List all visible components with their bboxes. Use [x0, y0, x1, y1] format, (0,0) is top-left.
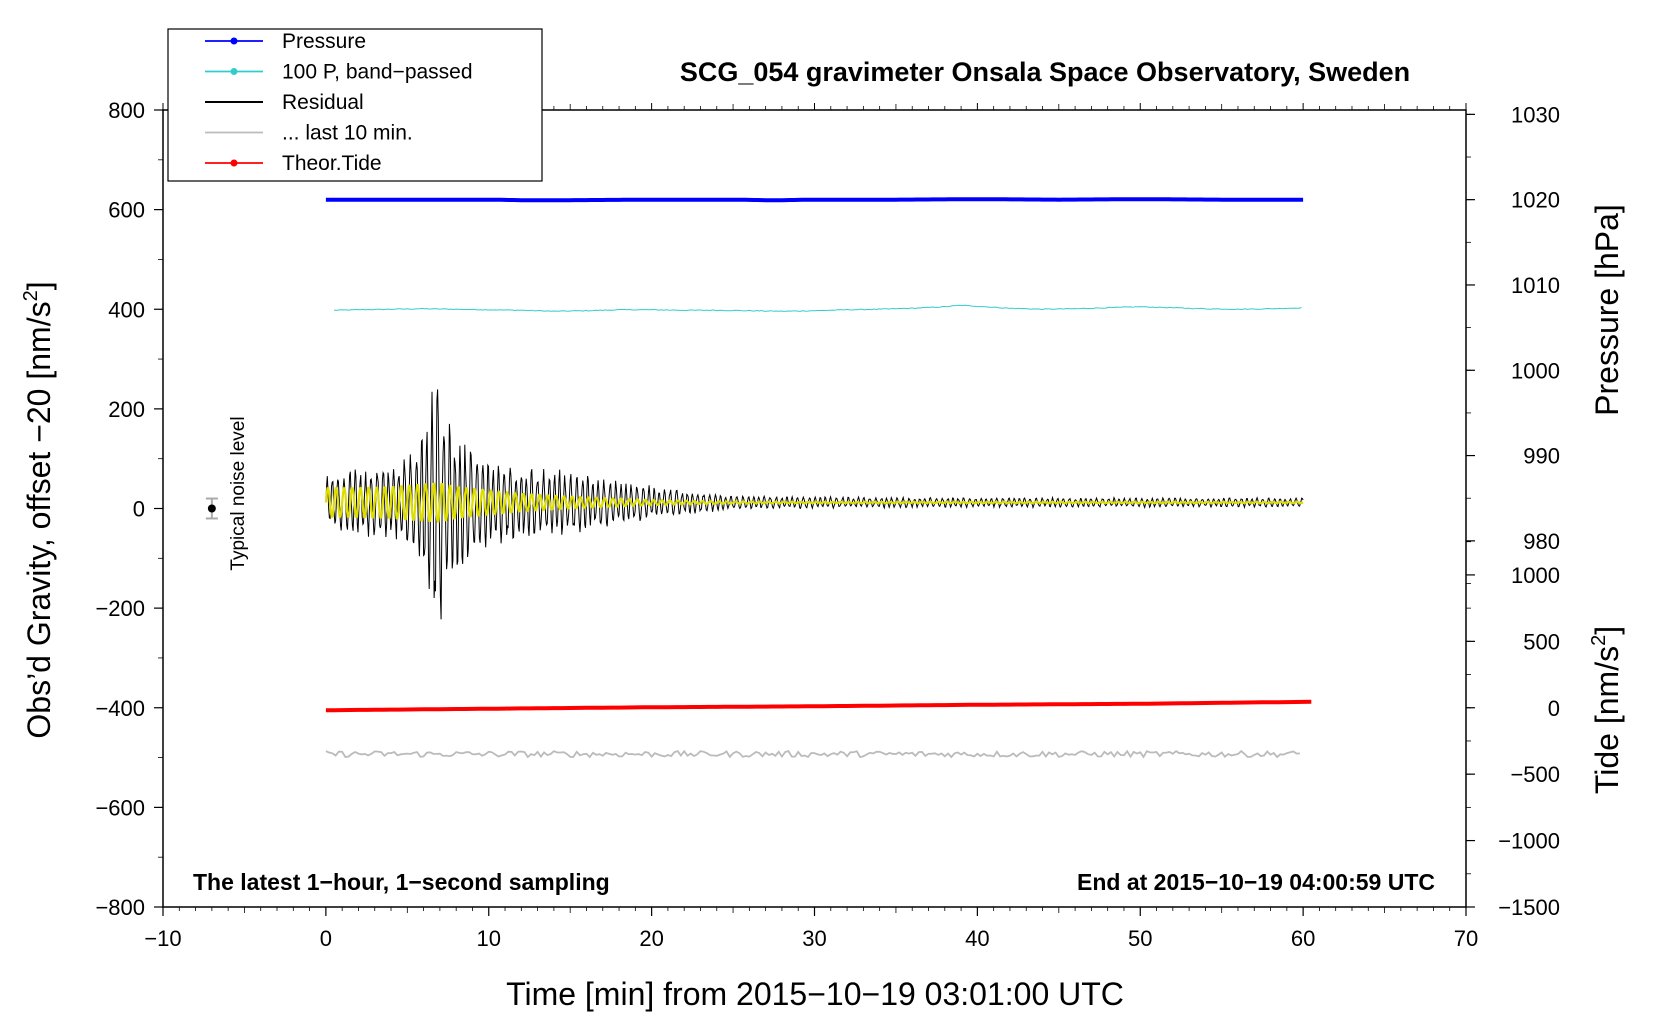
pressure-tick-label: 980 [1523, 529, 1560, 554]
x-axis-title: Time [min] from 2015−10−19 03:01:00 UTC [506, 976, 1124, 1012]
x-tick-label: 70 [1454, 926, 1478, 951]
data-series [324, 197, 1312, 759]
x-axis: −10 0 10 20 30 40 50 60 70 [144, 103, 1478, 951]
last-10-min-series-line [325, 749, 1300, 759]
filtered-series-line [324, 482, 1304, 523]
y-tick-label: −400 [95, 696, 145, 721]
pressure-series-line [325, 197, 1304, 203]
x-tick-label: 30 [802, 926, 826, 951]
legend-label: Pressure [282, 30, 366, 53]
y-tick-label: 600 [108, 198, 145, 223]
x-tick-label: −10 [144, 926, 181, 951]
legend-label: ... last 10 min. [282, 122, 413, 145]
noise-label: Typical noise level [228, 416, 249, 570]
chart-title: SCG_054 gravimeter Onsala Space Observat… [680, 57, 1410, 87]
y-axis-title: Obs’d Gravity, offset −20 [nm/s2] [20, 281, 57, 738]
y-tick-label: 800 [108, 98, 145, 123]
noise-marker-dot [207, 504, 216, 513]
y-tick-label: −600 [95, 795, 145, 820]
footer-right-annotation: End at 2015−10−19 04:00:59 UTC [1077, 869, 1435, 895]
y-tick-label: 0 [133, 497, 145, 522]
tide-axis-title-main: Tide [nm/s [1589, 646, 1625, 794]
y-axis-title-sup: 2 [20, 290, 42, 301]
tide-axis-title: Tide [nm/s2] [1588, 626, 1625, 794]
tide-tick-label: 0 [1548, 696, 1560, 721]
pressure-tick-label: 1000 [1511, 358, 1560, 383]
y-tick-label: −800 [95, 895, 145, 920]
tide-axis-title-end: ] [1589, 626, 1625, 635]
tide-tick-label: −1000 [1498, 829, 1560, 854]
tide-tick-label: −500 [1510, 762, 1560, 787]
y-axis-left: −800 −600 −400 −200 0 200 400 600 800 [95, 98, 163, 920]
tide-tick-label: 1000 [1511, 563, 1560, 588]
footer-left-annotation: The latest 1−hour, 1−second sampling [193, 869, 610, 895]
bandpassed-series-line [333, 304, 1302, 312]
noise-indicator: Typical noise level [205, 416, 249, 571]
legend-swatch-marker [230, 68, 238, 75]
y-axis-title-end: ] [21, 281, 57, 290]
legend-swatch-marker [230, 37, 238, 45]
x-tick-label: 60 [1291, 926, 1315, 951]
legend-label: Theor.Tide [282, 152, 382, 175]
legend-label: 100 P, band−passed [282, 61, 473, 84]
y-tick-label: −200 [95, 596, 145, 621]
tide-tick-label: 500 [1523, 629, 1560, 654]
tide-axis-title-sup: 2 [1588, 635, 1610, 646]
tide-tick-label: −1500 [1498, 895, 1560, 920]
legend-box [167, 28, 543, 182]
x-tick-label: 0 [320, 926, 332, 951]
y-tick-label: 200 [108, 397, 145, 422]
legend-swatch-marker [230, 159, 238, 167]
y-axis-title-main: Obs’d Gravity, offset −20 [nm/s [21, 301, 57, 738]
x-tick-label: 10 [477, 926, 501, 951]
y-tick-label: 400 [108, 297, 145, 322]
y-axis-right: 980 990 1000 1010 1020 1030 −1500 −1000 −500 0 500… [1466, 102, 1560, 920]
legend-entries: Pressure 100 P, band−passed Residual ... la… [205, 30, 473, 175]
legend: Pressure 100 P, band−passed Residual ... la… [167, 28, 543, 182]
pressure-tick-label: 1020 [1511, 188, 1560, 213]
pressure-axis-title: Pressure [hPa] [1589, 204, 1625, 416]
legend-label: Residual [282, 91, 364, 114]
pressure-tick-label: 990 [1523, 444, 1560, 469]
tide-series-line [325, 699, 1312, 713]
x-tick-label: 20 [639, 926, 663, 951]
x-tick-label: 40 [965, 926, 989, 951]
pressure-tick-label: 1010 [1511, 273, 1560, 298]
pressure-tick-label: 1030 [1511, 102, 1560, 127]
x-tick-label: 50 [1128, 926, 1152, 951]
